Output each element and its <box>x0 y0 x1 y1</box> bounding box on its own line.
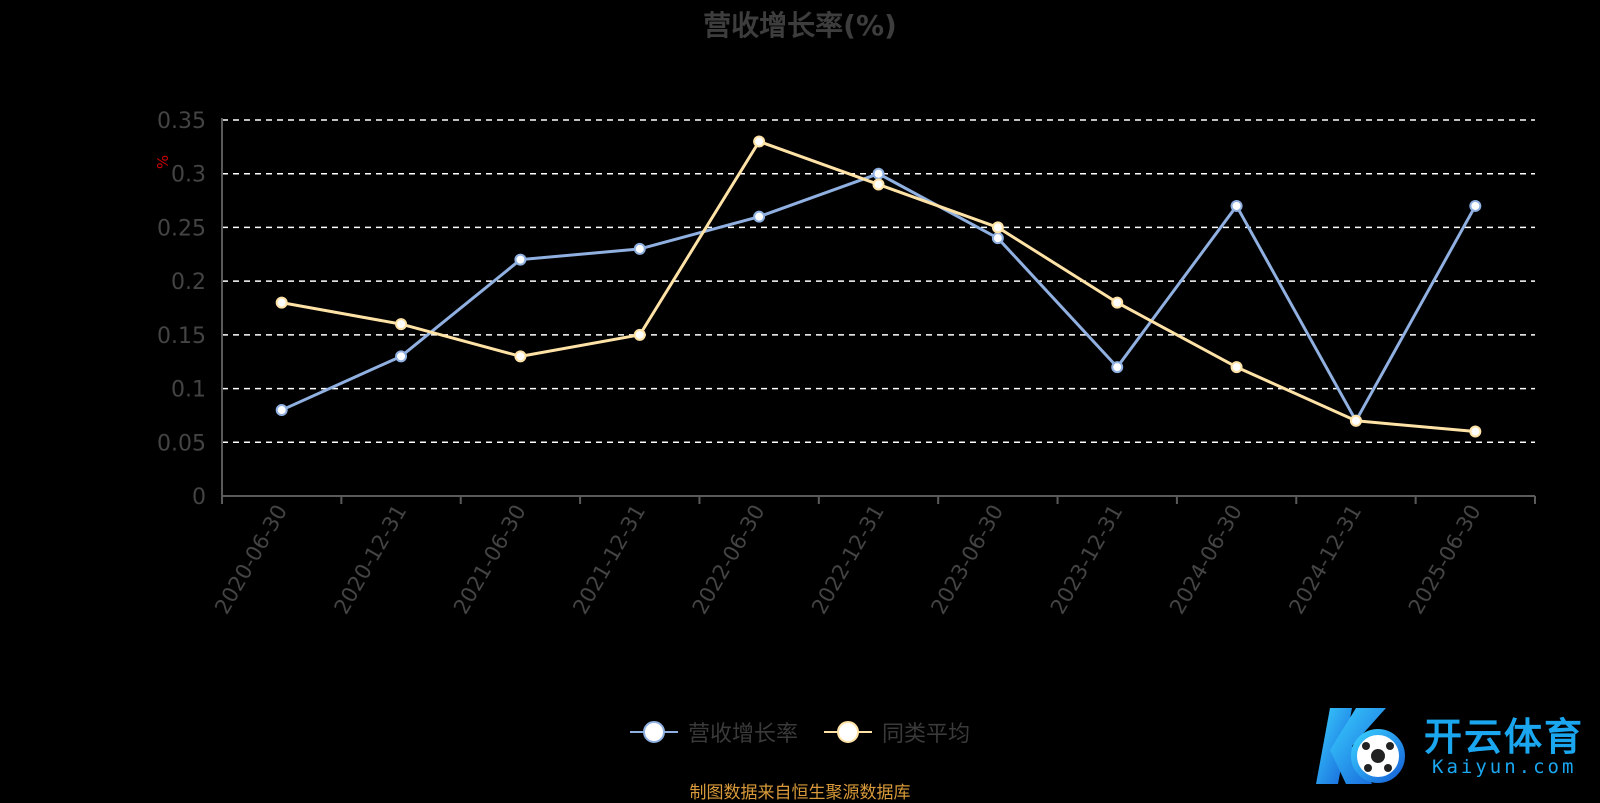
data-source-note: 制图数据来自恒生聚源数据库 <box>689 783 911 803</box>
y-tick-label: 0.3 <box>171 163 206 188</box>
x-tick-label: 2025-06-30 <box>1404 501 1486 619</box>
line-chart: 0 0.05 0.1 0.15 0.2 0.25 0.3 0.35% 2020-06-30 202… <box>154 109 1536 619</box>
y-tick-label: 0.15 <box>157 324 206 349</box>
peer-average-point <box>395 318 408 331</box>
revenue-growth-point <box>753 210 766 223</box>
peer-average-point <box>633 328 646 341</box>
y-tick-label: 0 <box>192 485 206 510</box>
peer-average-point <box>1349 414 1362 427</box>
legend-label-peer-average: 同类平均 <box>882 722 971 747</box>
revenue-growth-point <box>633 242 646 255</box>
revenue-growth-point <box>872 167 885 180</box>
y-tick-label: 0.05 <box>157 431 206 456</box>
legend-item-peer-average[interactable]: 同类平均 <box>824 716 970 748</box>
peer-average-point <box>753 135 766 148</box>
legend-marker-peer-average <box>824 721 872 743</box>
x-tick-label: 2022-12-31 <box>807 501 889 619</box>
legend-item-revenue-growth[interactable]: 营收增长率 <box>629 716 798 748</box>
y-tick-label: 0.2 <box>171 270 206 295</box>
x-tick-label: 2021-06-30 <box>449 501 531 619</box>
legend-label-revenue-growth: 营收增长率 <box>687 722 798 747</box>
peer-average-point <box>514 350 527 363</box>
peer-average-point <box>991 221 1004 234</box>
y-tick-label: 0.1 <box>171 378 206 403</box>
x-tick-label: 2023-06-30 <box>926 501 1008 619</box>
y-tick-label: 0.35 <box>157 109 206 134</box>
kaiyun-logo-icon <box>1316 708 1405 784</box>
logo-text-cn: 开云体育 <box>1424 715 1585 759</box>
legend-marker-revenue-growth <box>629 721 678 743</box>
x-tick-label: 2020-12-31 <box>330 500 412 618</box>
x-tick-label: 2020-06-30 <box>210 501 292 619</box>
revenue-growth-point <box>275 404 288 417</box>
y-axis-unit-label: % <box>154 155 172 169</box>
chart-title: 营收增长率(%) <box>703 9 897 42</box>
peer-average-point <box>275 296 288 309</box>
y-tick-label: 0.25 <box>157 216 206 241</box>
peer-average-point <box>1230 361 1243 374</box>
x-tick-label: 2021-12-31 <box>568 501 650 619</box>
revenue-growth-point <box>395 350 408 363</box>
revenue-growth-point <box>1230 199 1243 212</box>
series-line-revenue-growth <box>281 172 1477 423</box>
logo-text-en: Kaiyun.com <box>1432 756 1577 778</box>
x-tick-label: 2024-06-30 <box>1165 501 1247 619</box>
peer-average-point <box>1469 425 1482 438</box>
revenue-growth-point <box>514 253 527 266</box>
peer-average-point <box>872 178 885 191</box>
x-tick-label: 2024-12-31 <box>1284 501 1366 619</box>
revenue-growth-point <box>1111 361 1124 374</box>
revenue-growth-point <box>1469 199 1482 212</box>
peer-average-point <box>1111 296 1124 309</box>
x-tick-label: 2023-12-31 <box>1046 501 1128 619</box>
x-tick-label: 2022-06-30 <box>688 501 770 619</box>
legend: 营收增长率 同类平均 <box>0 716 1600 748</box>
revenue-growth-point <box>991 232 1004 245</box>
